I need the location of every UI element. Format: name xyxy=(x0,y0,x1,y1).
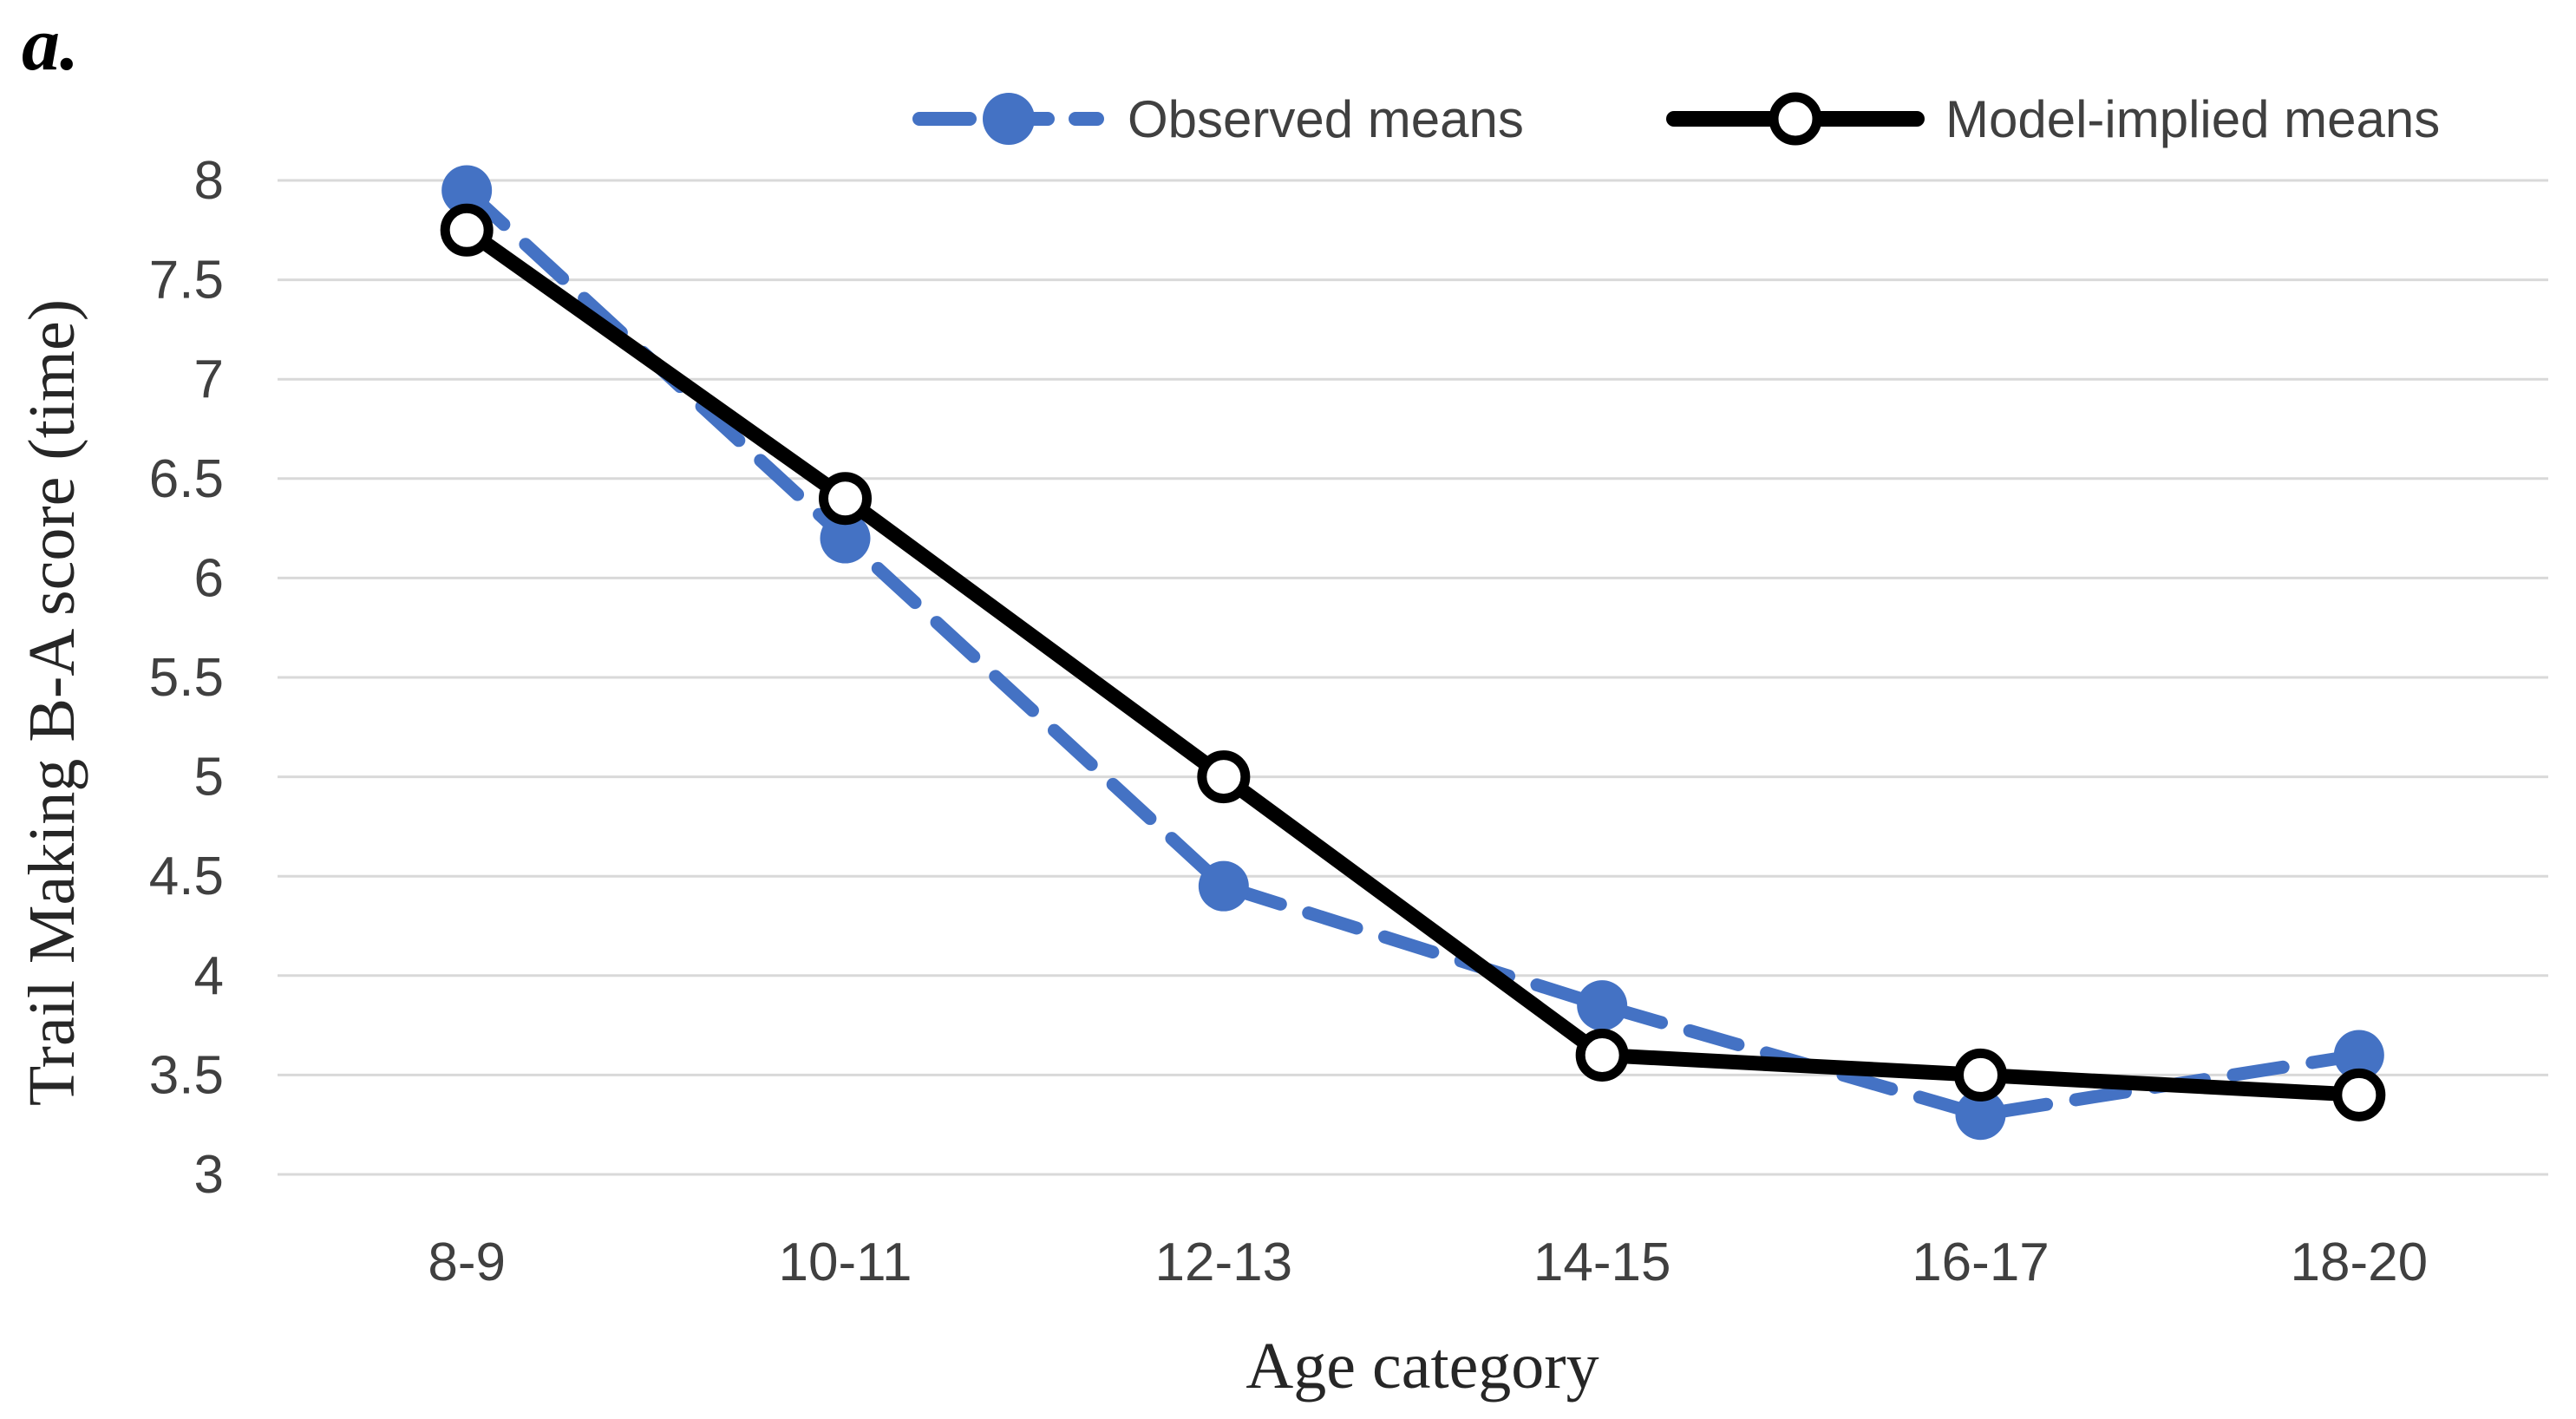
x-tick-label: 16-17 xyxy=(1912,1233,2050,1292)
series-model-implied-markers xyxy=(440,203,2386,1121)
legend-swatch-model-implied-marker xyxy=(1769,92,1822,146)
y-axis-title: Trail Making B-A score (time) xyxy=(16,299,88,1106)
model-implied-point-8-9 xyxy=(440,203,494,257)
legend-item-model-implied: Model-implied means xyxy=(1666,90,2440,148)
model-implied-point-14-15 xyxy=(1575,1028,1629,1082)
x-tick-label: 8-9 xyxy=(428,1233,506,1292)
y-tick-label: 4.5 xyxy=(149,847,224,906)
legend-label-model-implied: Model-implied means xyxy=(1945,90,2440,148)
observed-point-12-13 xyxy=(1198,860,1249,912)
legend-swatch-observed-marker xyxy=(983,93,1035,145)
y-tick-label: 8 xyxy=(194,151,224,211)
observed-point-16-17 xyxy=(1955,1089,2006,1141)
observed-point-14-15 xyxy=(1577,980,1628,1031)
x-tick-label: 12-13 xyxy=(1155,1233,1293,1292)
series-model-implied-line xyxy=(459,222,2367,1102)
model-implied-point-10-11 xyxy=(819,472,872,526)
y-tick-label: 3.5 xyxy=(149,1045,224,1105)
y-tick-label: 7 xyxy=(194,350,224,409)
legend-item-observed: Observed means xyxy=(912,90,1524,148)
y-tick-label: 5 xyxy=(194,748,224,808)
y-tick-label: 5.5 xyxy=(149,648,224,708)
y-tick-label: 7.5 xyxy=(149,251,224,311)
legend: Observed means Model-implied means xyxy=(912,90,2440,148)
observed-point-8-9 xyxy=(441,165,493,216)
model-implied-point-16-17 xyxy=(1954,1048,2007,1102)
legend-label-observed: Observed means xyxy=(1128,90,1524,148)
model-implied-point-18-20 xyxy=(2332,1068,2386,1121)
observed-point-18-20 xyxy=(2333,1030,2384,1081)
y-tick-label: 6.5 xyxy=(149,449,224,509)
y-tick-label: 4 xyxy=(194,946,224,1006)
y-tick-label: 3 xyxy=(194,1145,224,1205)
x-tick-label: 10-11 xyxy=(779,1233,912,1292)
observed-point-10-11 xyxy=(820,513,871,564)
series-observed-line xyxy=(460,184,2366,1121)
gridlines xyxy=(278,179,2548,1176)
y-tick-labels: 8 7.5 7 6.5 6 5.5 5 4.5 4 3.5 3 xyxy=(149,151,224,1205)
x-tick-label: 14-15 xyxy=(1533,1233,1671,1292)
model-implied-point-12-13 xyxy=(1197,750,1251,804)
series-observed-markers xyxy=(441,165,2384,1141)
y-tick-label: 6 xyxy=(194,548,224,608)
x-axis-title: Age category xyxy=(1246,1330,1599,1403)
panel-label: a. xyxy=(22,3,79,87)
x-tick-label: 18-20 xyxy=(2291,1233,2429,1292)
x-tick-labels: 8-9 10-11 12-13 14-15 16-17 18-20 xyxy=(428,1233,2428,1292)
